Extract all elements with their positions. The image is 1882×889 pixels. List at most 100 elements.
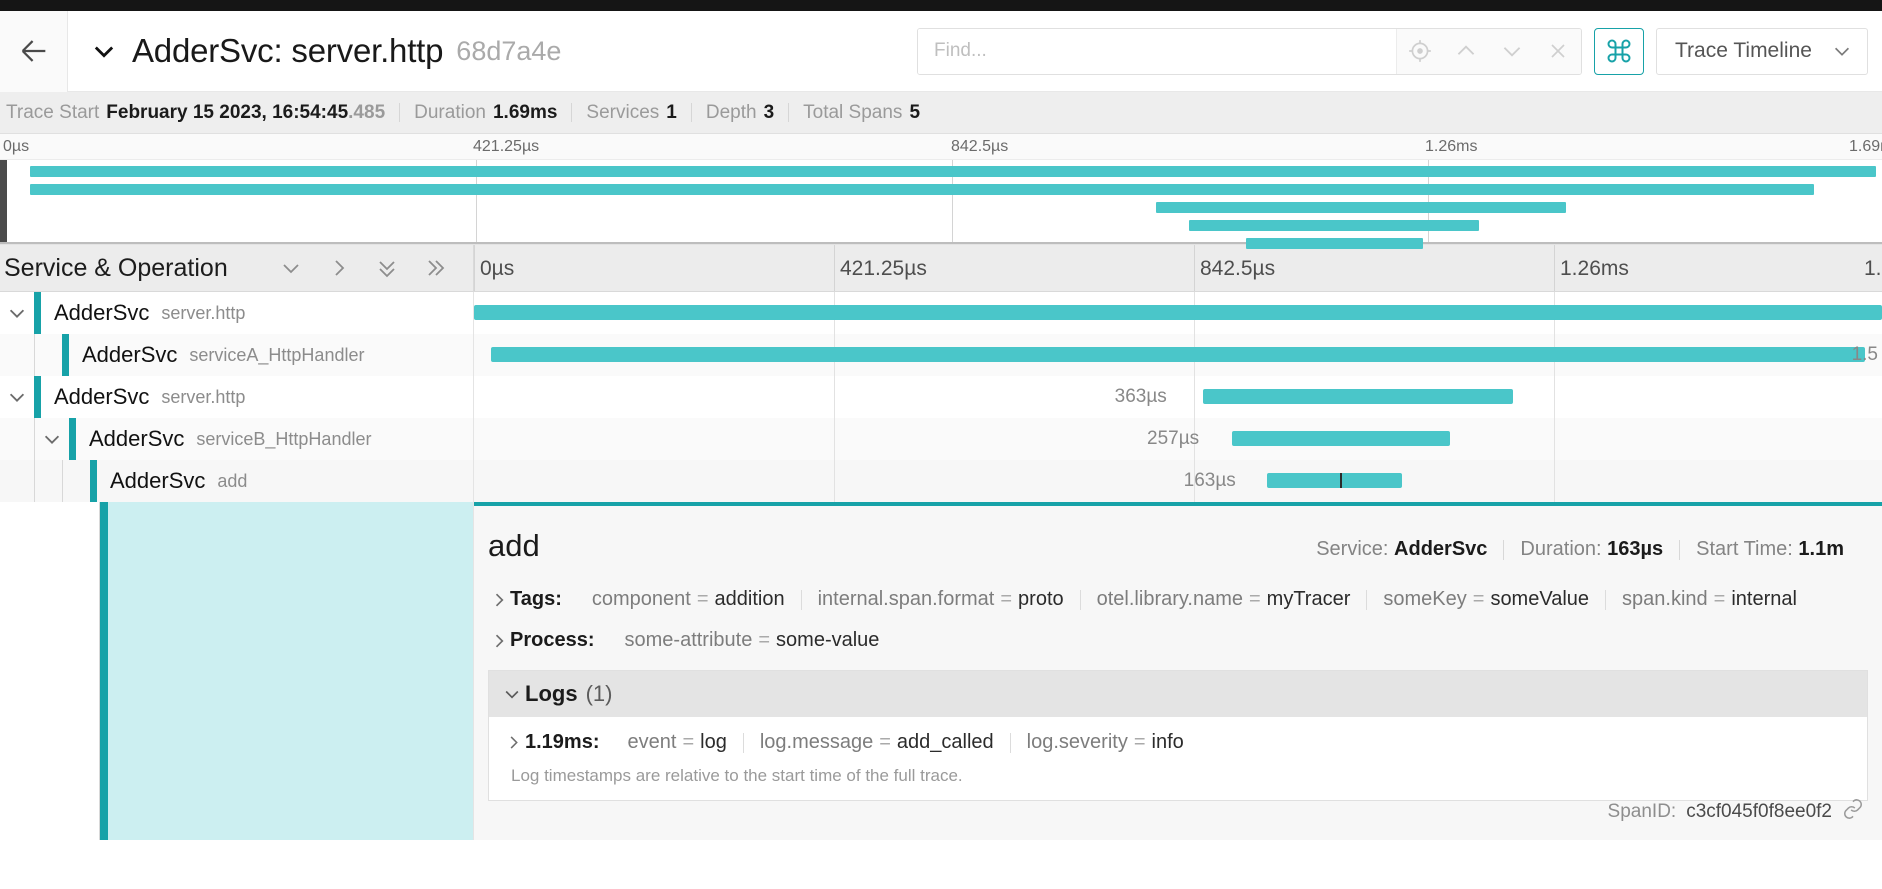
span-bar[interactable]: [1231, 431, 1450, 446]
chevron-down-icon: [9, 393, 25, 402]
chevron-down-icon: [94, 46, 114, 58]
minimap-drag-handle-left[interactable]: [0, 160, 7, 242]
minimap-tick: 1.69ms: [1849, 138, 1882, 155]
minimap-tick: 421.25µs: [473, 138, 540, 155]
view-mode-label: Trace Timeline: [1675, 39, 1812, 62]
span-duration-label: 163µs: [1183, 470, 1236, 491]
span-expand-toggle[interactable]: [35, 428, 69, 450]
span-row-bar-area[interactable]: 257µs: [474, 418, 1882, 460]
close-icon: [1551, 44, 1565, 58]
minimap-gridline: [476, 160, 477, 242]
expand-all-button[interactable]: [423, 256, 447, 280]
span-bar[interactable]: [1203, 389, 1514, 404]
table-row[interactable]: AdderSvc serviceB_HttpHandler 257µs: [0, 418, 1882, 460]
span-row-label[interactable]: AdderSvc server.http: [0, 376, 474, 418]
chevron-right-icon: [495, 634, 504, 647]
table-row[interactable]: AdderSvc server.http 363µs: [0, 376, 1882, 418]
timeline-gridline: [1554, 245, 1555, 291]
detail-service: Service: AdderSvc: [1316, 538, 1488, 560]
chevron-down-icon: [1503, 47, 1521, 57]
clear-search-button[interactable]: [1535, 29, 1581, 74]
span-expand-toggle[interactable]: [0, 386, 34, 408]
view-mode-select[interactable]: Trace Timeline: [1656, 27, 1868, 75]
span-row-label[interactable]: AdderSvc serviceA_HttpHandler: [0, 334, 474, 376]
meta-total-spans: Total Spans 5: [789, 102, 934, 124]
minimap-span-bar: [30, 184, 1815, 195]
logs-title: Logs: [525, 681, 578, 706]
collapse-all-button[interactable]: [375, 256, 399, 280]
next-match-button[interactable]: [1489, 29, 1535, 74]
table-row[interactable]: AdderSvc serviceA_HttpHandler 1.5: [0, 334, 1882, 376]
trace-minimap[interactable]: 0µs 421.25µs 842.5µs 1.26ms 1.69ms: [0, 134, 1882, 249]
span-row-label[interactable]: AdderSvc serviceB_HttpHandler: [0, 418, 474, 460]
span-bar[interactable]: [1266, 473, 1402, 488]
meta-total-spans-value: 5: [909, 101, 921, 123]
trace-header: AdderSvc: server.http 68d7a4e: [0, 10, 1882, 92]
prev-match-button[interactable]: [1443, 29, 1489, 74]
log-entry[interactable]: 1.19ms: event = log log.message = add_called…: [489, 717, 1867, 766]
logs-section: Logs (1) 1.19ms: event = log log.message = a…: [488, 670, 1868, 801]
process-expand-toggle[interactable]: [488, 631, 510, 651]
span-row-bar-area[interactable]: 363µs: [474, 376, 1882, 418]
minimap-span-bar: [1189, 220, 1480, 231]
timeline-tick: 1.26ms: [1560, 257, 1629, 280]
chevron-down-icon: [9, 309, 25, 318]
span-duration-label: 363µs: [1114, 386, 1167, 407]
span-table-header: Service & Operation 0µs: [0, 244, 1882, 292]
trace-collapse-toggle[interactable]: [90, 37, 118, 65]
span-row-bar-area[interactable]: 163µs: [474, 460, 1882, 502]
span-bar[interactable]: [490, 347, 1866, 362]
expand-one-button[interactable]: [327, 256, 351, 280]
meta-trace-start: Trace Start February 15 2023, 16:54:45.4…: [4, 102, 399, 124]
log-expand-toggle[interactable]: [501, 733, 525, 752]
header-right-controls: Trace Timeline: [917, 27, 1882, 75]
meta-depth-label: Depth: [705, 101, 757, 123]
detail-span-title: add: [488, 528, 540, 563]
collapse-one-button[interactable]: [279, 256, 303, 280]
back-button[interactable]: [0, 10, 68, 92]
logs-header[interactable]: Logs (1): [489, 671, 1867, 717]
tag-item[interactable]: component = addition: [591, 588, 785, 610]
span-operation-name: server.http: [161, 302, 246, 323]
minimap-gridline: [952, 160, 953, 242]
search-input[interactable]: [918, 28, 1396, 74]
logs-collapse-toggle[interactable]: [499, 684, 525, 704]
table-row[interactable]: AdderSvc server.http: [0, 292, 1882, 334]
span-detail-body: add Service: AdderSvc Duration: 163µs St…: [474, 502, 1882, 840]
tag-item[interactable]: someKey = someValue: [1383, 588, 1590, 610]
minimap-span-bar: [1245, 238, 1423, 249]
span-expand-toggle[interactable]: [0, 302, 34, 324]
span-row-bar-area[interactable]: [474, 292, 1882, 334]
span-detail-panel: add Service: AdderSvc Duration: 163µs St…: [0, 502, 1882, 840]
meta-services-label: Services: [586, 101, 660, 123]
tag-item[interactable]: internal.span.format = proto: [817, 588, 1064, 610]
timeline-gridline: [1554, 376, 1555, 418]
minimap-span-bar: [30, 166, 1877, 177]
chevron-down-icon: [283, 264, 299, 274]
span-row-label[interactable]: AdderSvc add: [0, 460, 474, 502]
indent-guide: [34, 334, 35, 376]
span-row-bar-area[interactable]: 1.5: [474, 334, 1882, 376]
chevron-down-icon: [1834, 47, 1850, 56]
process-item[interactable]: some-attribute = some-value: [624, 629, 880, 651]
keyboard-shortcuts-button[interactable]: [1594, 27, 1644, 75]
timeline-gridline: [474, 245, 475, 291]
timeline-gridline: [1194, 376, 1195, 418]
span-bar[interactable]: [474, 305, 1882, 320]
copy-link-button[interactable]: [1842, 798, 1864, 826]
table-row[interactable]: AdderSvc add 163µs: [0, 460, 1882, 502]
tag-item[interactable]: span.kind = internal: [1622, 588, 1797, 610]
tags-expand-toggle[interactable]: [488, 590, 510, 610]
timeline-tick: 421.25µs: [840, 257, 927, 280]
divider: [1605, 589, 1607, 610]
span-row-label[interactable]: AdderSvc server.http: [0, 292, 474, 334]
minimap-body[interactable]: [0, 160, 1882, 249]
detail-highlight-column: [100, 502, 474, 840]
tag-item[interactable]: otel.library.name = myTracer: [1096, 588, 1351, 610]
minimap-tick-row: 0µs 421.25µs 842.5µs 1.26ms 1.69ms: [0, 134, 1882, 160]
service-color-bar: [34, 292, 41, 334]
meta-trace-start-value: February 15 2023, 16:54:45.485: [106, 101, 386, 123]
meta-duration: Duration 1.69ms: [400, 102, 571, 124]
timeline-tick: 0µs: [480, 257, 515, 280]
focus-match-button[interactable]: [1397, 29, 1443, 74]
